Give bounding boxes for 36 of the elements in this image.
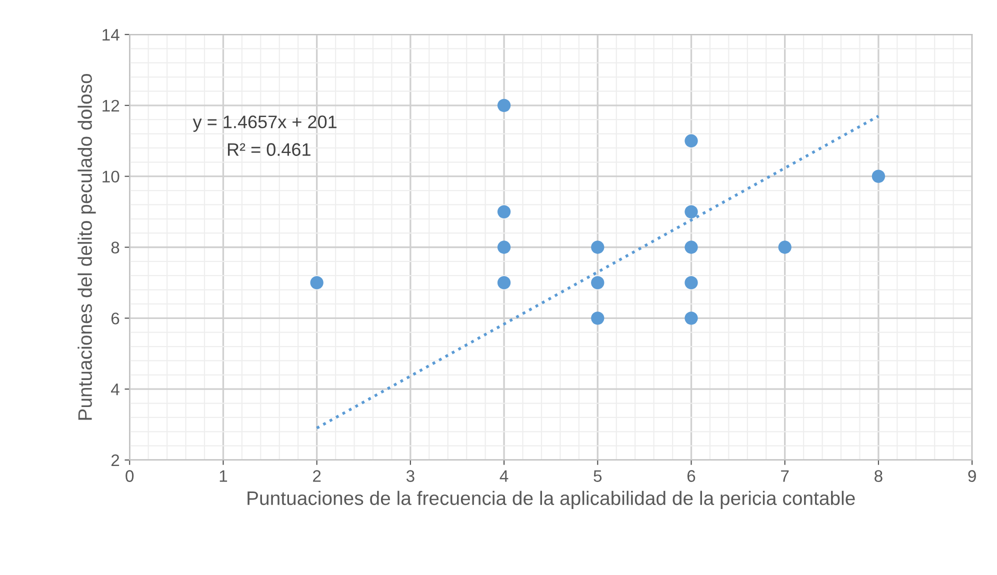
- point: [684, 276, 698, 290]
- annotation: y = 1.4657x + 201: [192, 116, 336, 132]
- y-tick-label: 8: [111, 242, 120, 254]
- point: [497, 276, 511, 290]
- annotation: R² = 0.461: [228, 143, 310, 156]
- x-tick-label: 2: [313, 470, 321, 482]
- x-tick-label: 9: [968, 470, 976, 482]
- point: [591, 240, 604, 254]
- x-tick-label: 8: [874, 470, 882, 482]
- x-tick-label: 6: [687, 470, 696, 482]
- x-axis-title: Puntuaciones de la frecuencia de la aplicabilidad de la pericia contable: [248, 490, 855, 509]
- y-tick-label: 12: [102, 100, 120, 112]
- x-tick-label: 4: [500, 470, 508, 482]
- point: [591, 312, 604, 325]
- x-tick-label: 5: [594, 470, 602, 482]
- y-tick-label: 14: [102, 29, 120, 41]
- point: [684, 312, 698, 325]
- point: [310, 276, 324, 290]
- y-tick-label: 2: [111, 454, 120, 466]
- y-tick-label: 6: [111, 312, 120, 324]
- point: [684, 240, 698, 254]
- y-axis-title: Puntuaciones del delito peculado doloso: [78, 74, 96, 420]
- x-tick-label: 0: [126, 470, 134, 482]
- point: [497, 240, 511, 254]
- point: [497, 98, 511, 112]
- point: [591, 276, 604, 290]
- point: [778, 240, 792, 254]
- x-tick-label: 1: [220, 470, 228, 482]
- point: [872, 170, 886, 183]
- x-tick-label: 7: [781, 470, 789, 482]
- x-tick-label: 3: [406, 470, 414, 482]
- point: [684, 205, 698, 218]
- point: [684, 134, 698, 148]
- y-tick-label: 4: [111, 384, 120, 396]
- y-tick-label: 10: [102, 170, 120, 183]
- point: [497, 205, 511, 218]
